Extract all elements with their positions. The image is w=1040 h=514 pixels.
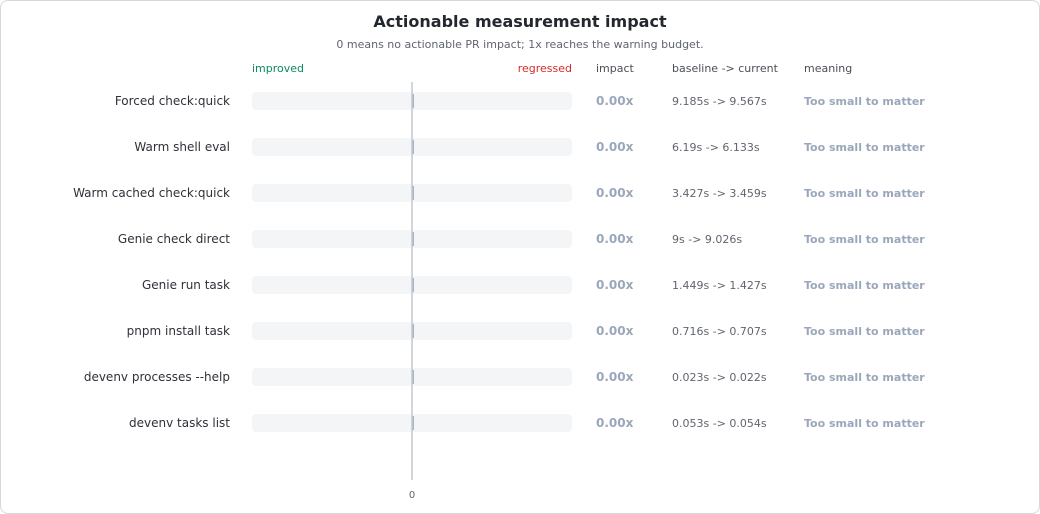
- meaning-value: Too small to matter: [804, 95, 925, 108]
- chart-rows: Forced check:quick 0.00x 9.185s -> 9.567s T…: [73, 92, 925, 432]
- baseline-current-value: 1.449s -> 1.427s: [672, 279, 767, 292]
- impact-bar: [412, 232, 414, 246]
- impact-value: 0.00x: [596, 324, 634, 338]
- meaning-value: Too small to matter: [804, 187, 925, 200]
- baseline-current-value: 0.716s -> 0.707s: [672, 325, 767, 338]
- impact-value: 0.00x: [596, 232, 634, 246]
- chart-subtitle: 0 means no actionable PR impact; 1x reac…: [336, 38, 704, 51]
- meaning-value: Too small to matter: [804, 279, 925, 292]
- meaning-value: Too small to matter: [804, 233, 925, 246]
- impact-bar: [412, 140, 414, 154]
- zero-tick-label: 0: [409, 490, 415, 501]
- impact-bar: [412, 94, 414, 108]
- row-label: Warm shell eval: [134, 140, 230, 154]
- meaning-value: Too small to matter: [804, 325, 925, 338]
- baseline-current-value: 0.053s -> 0.054s: [672, 417, 767, 430]
- impact-bar: [412, 416, 414, 430]
- impact-value: 0.00x: [596, 278, 634, 292]
- row-label: Genie run task: [142, 278, 230, 292]
- impact-bar: [412, 186, 414, 200]
- chart-title: Actionable measurement impact: [373, 12, 667, 31]
- meaning-value: Too small to matter: [804, 417, 925, 430]
- impact-bar: [412, 324, 414, 338]
- meaning-value: Too small to matter: [804, 141, 925, 154]
- meaning-column-header: meaning: [804, 62, 852, 75]
- baseline-current-value: 6.19s -> 6.133s: [672, 141, 760, 154]
- impact-bar: [412, 278, 414, 292]
- baseline-current-value: 9s -> 9.026s: [672, 233, 742, 246]
- impact-bar: [412, 370, 414, 384]
- baseline-current-value: 9.185s -> 9.567s: [672, 95, 767, 108]
- baseline-current-value: 0.023s -> 0.022s: [672, 371, 767, 384]
- baseline-current-column-header: baseline -> current: [672, 62, 779, 75]
- impact-value: 0.00x: [596, 94, 634, 108]
- impact-value: 0.00x: [596, 416, 634, 430]
- improved-axis-label: improved: [252, 62, 304, 75]
- impact-value: 0.00x: [596, 370, 634, 384]
- row-label: devenv tasks list: [129, 416, 230, 430]
- row-label: Forced check:quick: [115, 94, 230, 108]
- meaning-value: Too small to matter: [804, 371, 925, 384]
- row-label: devenv processes --help: [84, 370, 230, 384]
- impact-column-header: impact: [596, 62, 635, 75]
- baseline-current-value: 3.427s -> 3.459s: [672, 187, 767, 200]
- row-label: Genie check direct: [118, 232, 230, 246]
- impact-value: 0.00x: [596, 140, 634, 154]
- regressed-axis-label: regressed: [518, 62, 572, 75]
- row-label: pnpm install task: [127, 324, 230, 338]
- impact-value: 0.00x: [596, 186, 634, 200]
- row-label: Warm cached check:quick: [73, 186, 230, 200]
